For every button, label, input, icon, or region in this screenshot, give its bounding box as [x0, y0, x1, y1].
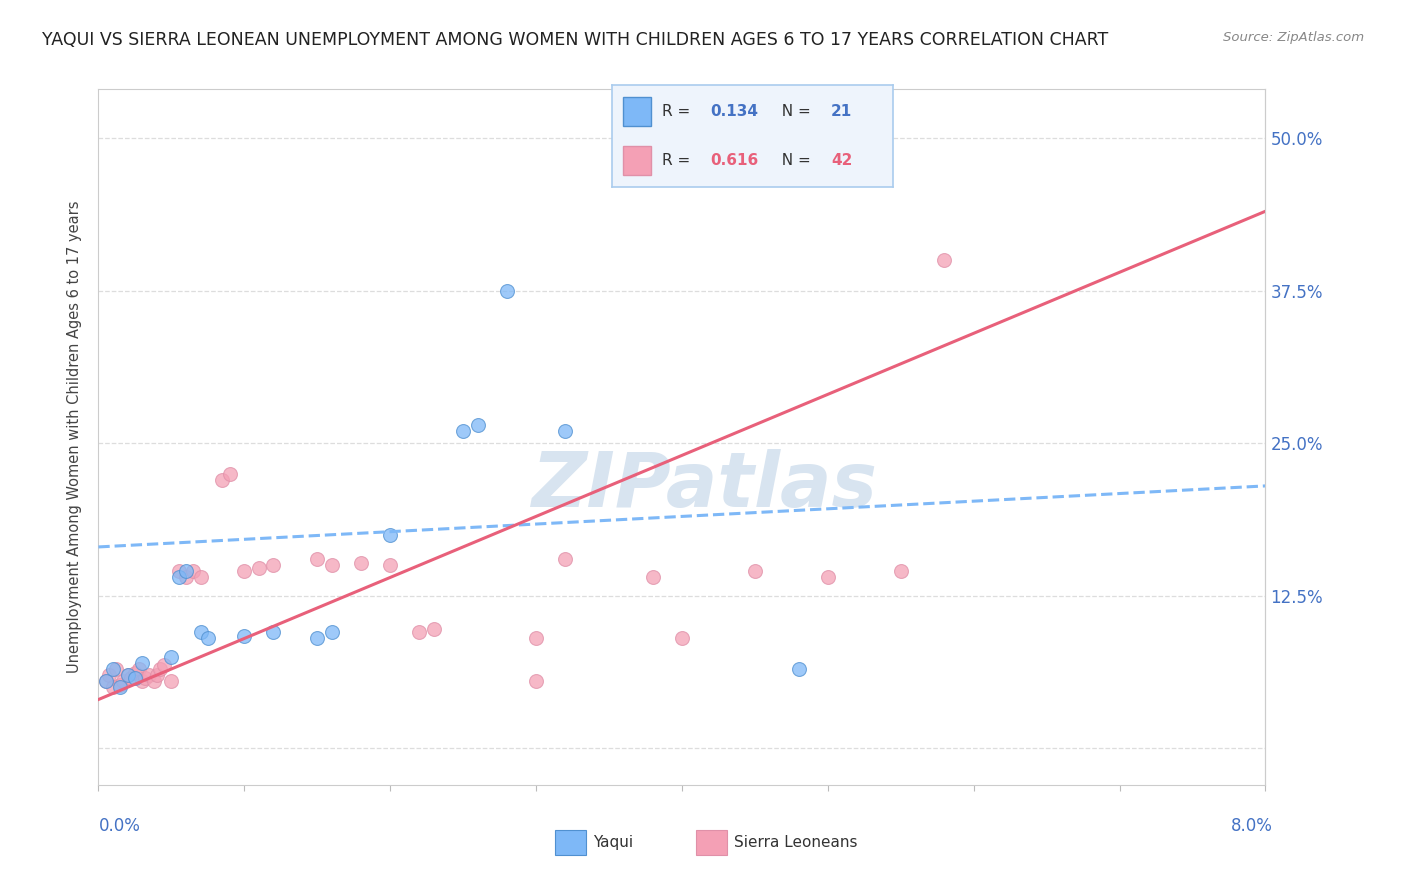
Text: R =: R =: [662, 153, 696, 169]
Bar: [623, 146, 651, 175]
Point: [817, 570, 839, 584]
Y-axis label: Unemployment Among Women with Children Ages 6 to 17 years: Unemployment Among Women with Children A…: [67, 201, 83, 673]
Point: [142, 674, 165, 689]
Point: [94, 674, 117, 689]
Point: [160, 649, 183, 664]
Text: N =: N =: [772, 153, 815, 169]
Bar: [623, 97, 651, 126]
Point: [149, 662, 172, 676]
Point: [153, 658, 176, 673]
Point: [408, 625, 430, 640]
Text: Yaqui: Yaqui: [593, 835, 634, 849]
Point: [671, 632, 693, 646]
Point: [167, 570, 190, 584]
Text: R =: R =: [662, 103, 696, 119]
Point: [190, 625, 212, 640]
Point: [104, 662, 127, 676]
Point: [890, 565, 912, 579]
Point: [307, 552, 329, 566]
Point: [524, 632, 547, 646]
Point: [321, 558, 343, 573]
Point: [744, 565, 766, 579]
Point: [110, 678, 132, 692]
Point: [934, 253, 956, 268]
Point: [124, 665, 146, 680]
Point: [128, 662, 150, 676]
Point: [97, 668, 120, 682]
Point: [117, 668, 139, 682]
Point: [167, 565, 190, 579]
Point: [138, 668, 160, 682]
Text: 42: 42: [831, 153, 852, 169]
Point: [451, 424, 474, 438]
Point: [101, 681, 124, 695]
Point: [307, 632, 329, 646]
Point: [101, 662, 124, 676]
Point: [131, 656, 153, 670]
Point: [423, 622, 446, 636]
Point: [117, 668, 139, 682]
Point: [112, 674, 135, 689]
Point: [174, 570, 197, 584]
Point: [321, 625, 343, 640]
Point: [247, 560, 270, 574]
Point: [181, 565, 204, 579]
Text: Source: ZipAtlas.com: Source: ZipAtlas.com: [1223, 31, 1364, 45]
Point: [197, 632, 219, 646]
Point: [554, 552, 576, 566]
Point: [218, 467, 240, 481]
Point: [211, 473, 233, 487]
Text: 0.134: 0.134: [710, 103, 758, 119]
Point: [190, 570, 212, 584]
Point: [350, 556, 373, 570]
Text: 0.616: 0.616: [710, 153, 758, 169]
Text: 8.0%: 8.0%: [1230, 817, 1272, 835]
Text: 0.0%: 0.0%: [98, 817, 141, 835]
Point: [146, 668, 169, 682]
Point: [554, 424, 576, 438]
Point: [124, 671, 146, 685]
Point: [131, 674, 153, 689]
Point: [262, 625, 284, 640]
Point: [495, 284, 517, 298]
Point: [262, 558, 284, 573]
Text: N =: N =: [772, 103, 815, 119]
Point: [787, 662, 810, 676]
Point: [160, 674, 183, 689]
Point: [467, 417, 489, 432]
Text: 21: 21: [831, 103, 852, 119]
Point: [641, 570, 664, 584]
Point: [120, 671, 142, 685]
Point: [378, 527, 402, 541]
Point: [233, 629, 256, 643]
Point: [524, 674, 547, 689]
Point: [94, 674, 117, 689]
Text: Sierra Leoneans: Sierra Leoneans: [734, 835, 858, 849]
Text: ZIPatlas: ZIPatlas: [533, 449, 879, 523]
Point: [110, 681, 132, 695]
Point: [134, 671, 156, 685]
Text: YAQUI VS SIERRA LEONEAN UNEMPLOYMENT AMONG WOMEN WITH CHILDREN AGES 6 TO 17 YEAR: YAQUI VS SIERRA LEONEAN UNEMPLOYMENT AMO…: [42, 31, 1108, 49]
Point: [233, 565, 256, 579]
Point: [174, 565, 197, 579]
Point: [378, 558, 402, 573]
